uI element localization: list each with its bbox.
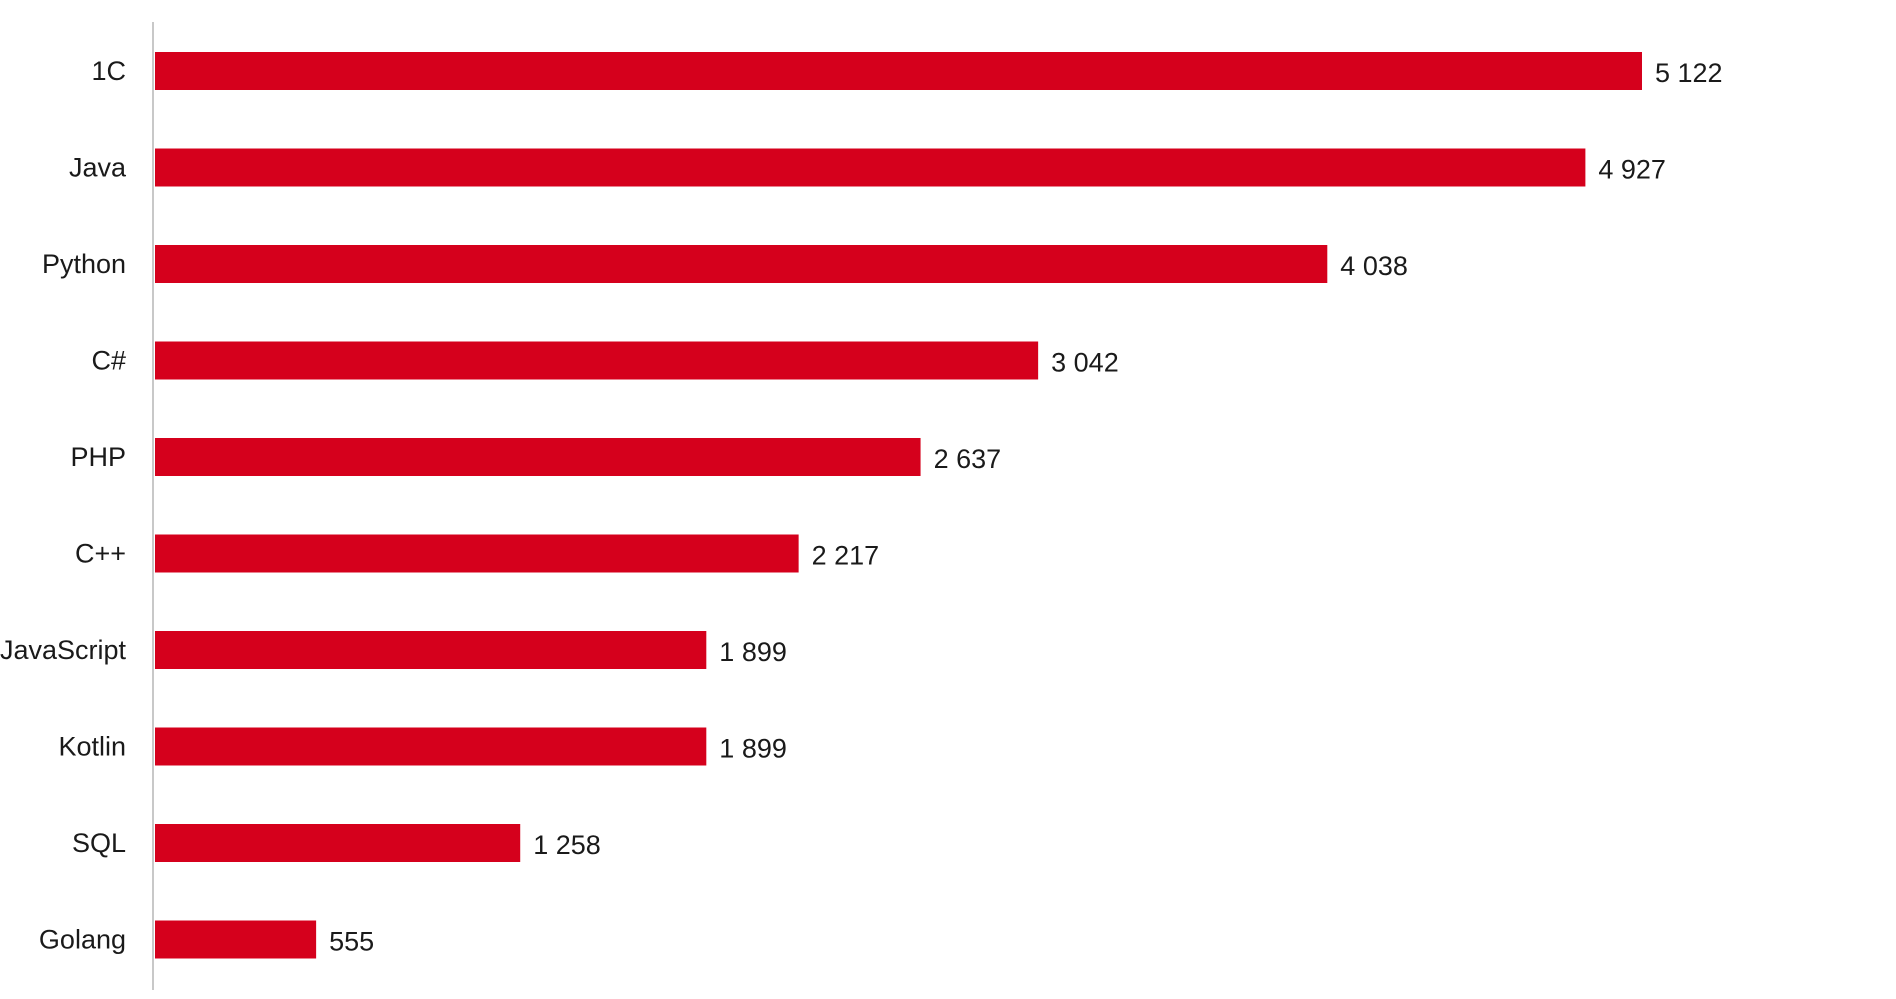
value-label: 5 122 xyxy=(1655,58,1723,88)
bar-php xyxy=(155,438,921,476)
value-label: 3 042 xyxy=(1051,348,1119,378)
category-label: Kotlin xyxy=(58,732,126,762)
category-label: Python xyxy=(42,249,126,279)
value-label: 1 899 xyxy=(719,734,787,764)
value-labels-group: 5 122 4 927 4 038 3 042 2 637 2 217 1 899 1 899… xyxy=(329,58,1722,957)
bar-c- xyxy=(155,534,799,573)
category-label: Java xyxy=(69,153,127,183)
bar-kotlin xyxy=(155,727,707,766)
category-label: SQL xyxy=(72,828,126,858)
category-label: 1C xyxy=(91,56,126,86)
category-label: C++ xyxy=(75,539,126,569)
category-label: JavaScript xyxy=(0,635,126,665)
value-label: 2 637 xyxy=(934,444,1002,474)
value-label: 1 258 xyxy=(533,830,601,860)
value-label: 2 217 xyxy=(812,541,880,571)
bar-1c xyxy=(155,52,1642,90)
bars-group xyxy=(155,52,1642,959)
category-labels-group: 1C Java Python C# PHP C++ JavaScript Kotlin SQL G… xyxy=(0,56,127,955)
bar-javascript xyxy=(155,631,707,669)
bar-c- xyxy=(155,341,1039,380)
bar-golang xyxy=(155,920,317,959)
bar-python xyxy=(155,245,1328,283)
value-label: 4 038 xyxy=(1340,251,1408,281)
category-label: C# xyxy=(91,346,126,376)
category-label: Golang xyxy=(39,925,126,955)
bar-sql xyxy=(155,824,521,862)
value-label: 1 899 xyxy=(719,637,787,667)
value-label: 555 xyxy=(329,927,374,957)
category-label: PHP xyxy=(70,442,126,472)
bar-java xyxy=(155,148,1586,187)
value-label: 4 927 xyxy=(1598,155,1666,185)
